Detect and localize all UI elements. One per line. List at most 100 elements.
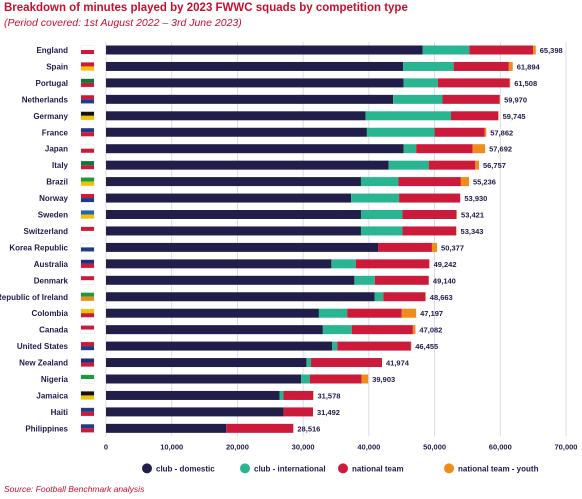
flag-band-bottom [81, 165, 94, 170]
total-value-label: 49,242 [434, 260, 457, 269]
total-value-label: 28,516 [297, 424, 320, 433]
bar-segment-club-domestic [106, 358, 307, 368]
bar-segment-nationalteam [355, 259, 430, 269]
legend-label: club - domestic [156, 464, 215, 473]
bar-segment-club-domestic [106, 193, 352, 203]
bar-segment-club-international [388, 160, 429, 170]
bar-segment-club-domestic [106, 61, 404, 71]
bar-segment-club-domestic [106, 325, 323, 335]
flag-icon [80, 177, 95, 186]
total-value-label: 61,894 [517, 62, 541, 71]
bar-segment-nationalteam-youth [431, 242, 438, 252]
total-value-label: 56,757 [483, 161, 506, 170]
x-tick-label: 30,000 [292, 442, 315, 451]
flag-icon [80, 424, 95, 433]
country-label: Sweden [38, 211, 68, 220]
bar-segment-nationalteam [337, 341, 411, 351]
country-label: Italy [52, 161, 69, 170]
country-label: Philippines [25, 424, 68, 433]
total-value-label: 46,455 [415, 342, 438, 351]
flag-band-bottom [81, 132, 94, 137]
bar-segment-club-international [365, 111, 451, 121]
bar-segment-club-international [403, 144, 417, 154]
flag-band-bottom [81, 296, 94, 301]
total-value-label: 53,343 [461, 227, 484, 236]
flag-band-top [81, 46, 94, 50]
bar-segment-nationalteam-youth [313, 390, 314, 400]
country-label: Denmark [34, 276, 69, 285]
flag-band-bottom [81, 428, 94, 433]
bar-segment-nationalteam [383, 292, 426, 302]
flag-band-bottom [81, 66, 94, 71]
chart-subtitle: (Period covered: 1st August 2022 – 3rd J… [4, 17, 242, 29]
country-label: Germany [33, 112, 68, 121]
flag-band-top [81, 210, 94, 215]
bar-segment-nationalteam [351, 325, 413, 335]
flag-band-top [81, 95, 94, 100]
flag-icon [80, 407, 95, 417]
flag-band-top [81, 292, 94, 297]
bar-segment-nationalteam [469, 45, 534, 55]
x-tick-label: 70,000 [555, 442, 578, 451]
bar-segment-club-international [351, 193, 400, 203]
flag-band-bottom [81, 263, 94, 268]
bar-segment-nationalteam-youth [361, 374, 369, 384]
bar-segment-club-domestic [106, 111, 366, 121]
legend-swatch [444, 463, 454, 474]
bar-segment-club-international [360, 177, 399, 187]
flag-icon [80, 308, 95, 318]
flag-band-top [81, 144, 94, 149]
total-value-label: 57,692 [489, 145, 512, 154]
flag-band-bottom [81, 395, 94, 400]
flag-band-top [81, 358, 94, 363]
bar-segment-nationalteam-youth [472, 144, 486, 154]
bar-segment-nationalteam-youth [456, 210, 458, 219]
flag-band-top [81, 309, 94, 314]
bar-segment-club-domestic [106, 308, 319, 318]
bar-segment-club-domestic [106, 210, 361, 219]
x-tick-label: 20,000 [226, 442, 249, 451]
bar-segment-club-domestic [106, 160, 389, 170]
flag-icon [80, 62, 95, 71]
bar-segment-nationalteam [311, 358, 382, 368]
flag-icon [80, 259, 95, 269]
country-label: Norway [39, 194, 68, 203]
flag-icon [80, 341, 95, 351]
flag-band-top [81, 391, 94, 396]
country-label: Portugal [36, 79, 68, 88]
total-value-label: 55,236 [473, 178, 496, 187]
flag-band-top [81, 194, 94, 199]
bar-segment-club-international [331, 259, 356, 269]
bar-segment-nationalteam-youth [412, 325, 416, 335]
country-label: Colombia [32, 309, 69, 318]
total-value-label: 53,421 [461, 211, 484, 220]
flag-band-top [81, 177, 94, 182]
bar-segment-nationalteam-youth [484, 127, 487, 137]
bar-segment-nationalteam [283, 407, 313, 417]
legend-label: national team - youth [458, 464, 539, 473]
bar-segment-nationalteam [434, 127, 485, 137]
bar-segment-nationalteam [309, 374, 362, 384]
flag-band-top [81, 243, 94, 248]
bar-segment-nationalteam-youth [508, 61, 513, 71]
bar-segment-nationalteam [453, 61, 509, 71]
legend-label: club - international [254, 464, 326, 473]
country-label: Republic of Ireland [0, 293, 68, 302]
flag-band-bottom [81, 148, 94, 153]
total-value-label: 53,930 [464, 194, 487, 203]
country-label: Australia [34, 260, 69, 269]
bar-segment-club-domestic [106, 292, 375, 302]
bar-segment-club-international [322, 325, 352, 335]
bar-segment-club-international [360, 226, 403, 236]
flag-band-bottom [81, 99, 94, 104]
country-label: Netherlands [22, 95, 69, 104]
bar-segment-club-domestic [106, 275, 355, 285]
flag-band-top [81, 128, 94, 133]
flag-band-top [81, 342, 94, 347]
flag-icon [80, 374, 95, 384]
flag-icon [80, 243, 95, 252]
country-label: Canada [39, 326, 68, 335]
flag-icon [80, 45, 95, 55]
flag-band-bottom [81, 181, 94, 186]
bar-segment-club-international [374, 292, 384, 302]
